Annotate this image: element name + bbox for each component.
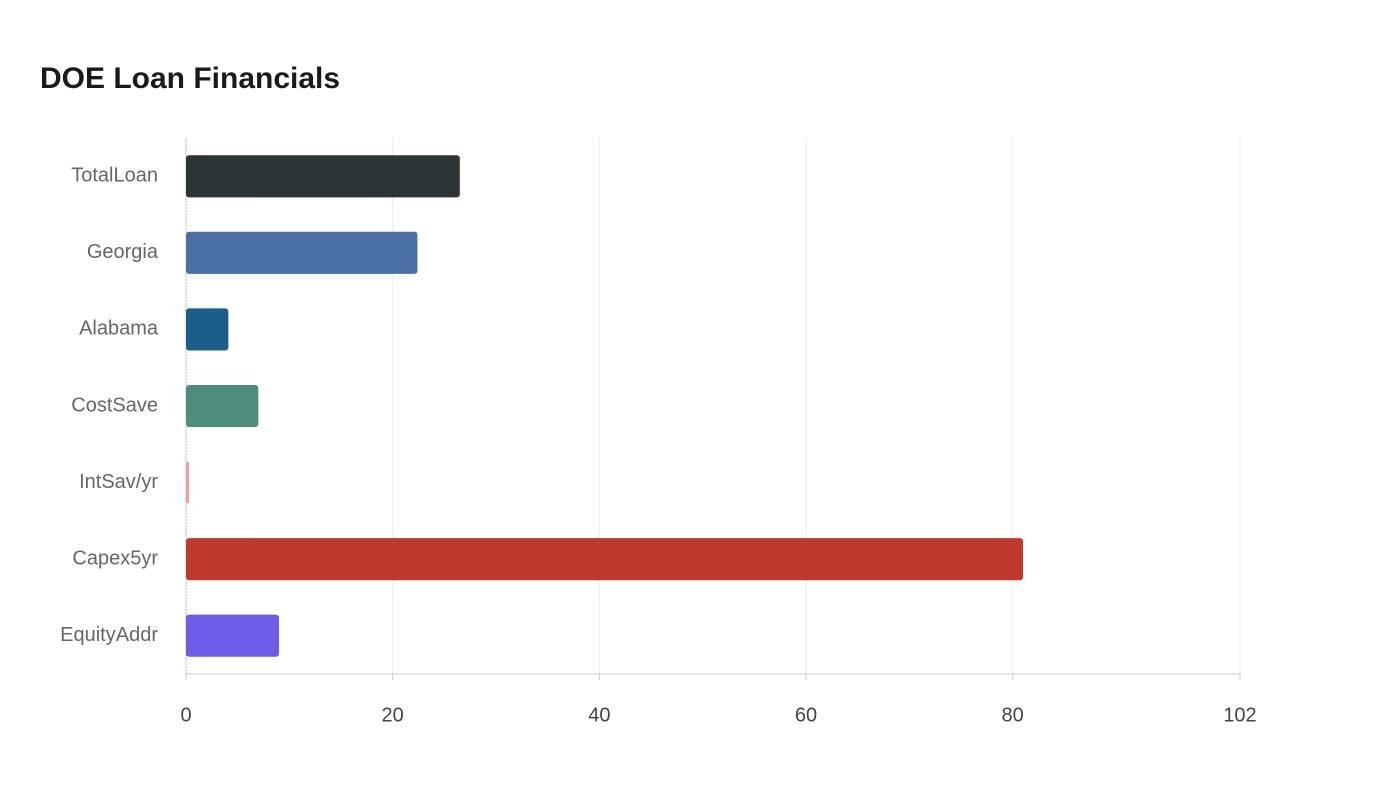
x-tick-label: 0 [180,704,191,726]
x-tick-label: 80 [1002,704,1024,726]
y-tick-label: EquityAddr [60,624,158,646]
chart-title: DOE Loan Financials [40,62,340,95]
bar [186,231,418,274]
y-tick-label: Alabama [79,318,159,340]
y-tick-label: Georgia [87,241,159,263]
y-tick-label: TotalLoan [71,165,158,187]
bar [186,538,1023,581]
x-tick-label: 20 [382,704,404,726]
bar [186,614,279,657]
bar [186,461,190,504]
y-tick-label: Capex5yr [72,547,158,569]
y-tick-label: CostSave [71,394,158,416]
y-tick-label: IntSav/yr [79,471,158,493]
bar [186,155,460,198]
x-tick-label: 40 [588,704,610,726]
x-tick-label: 60 [795,704,817,726]
x-tick-label: 102 [1223,704,1256,726]
bar [186,308,229,351]
bar [186,384,259,428]
